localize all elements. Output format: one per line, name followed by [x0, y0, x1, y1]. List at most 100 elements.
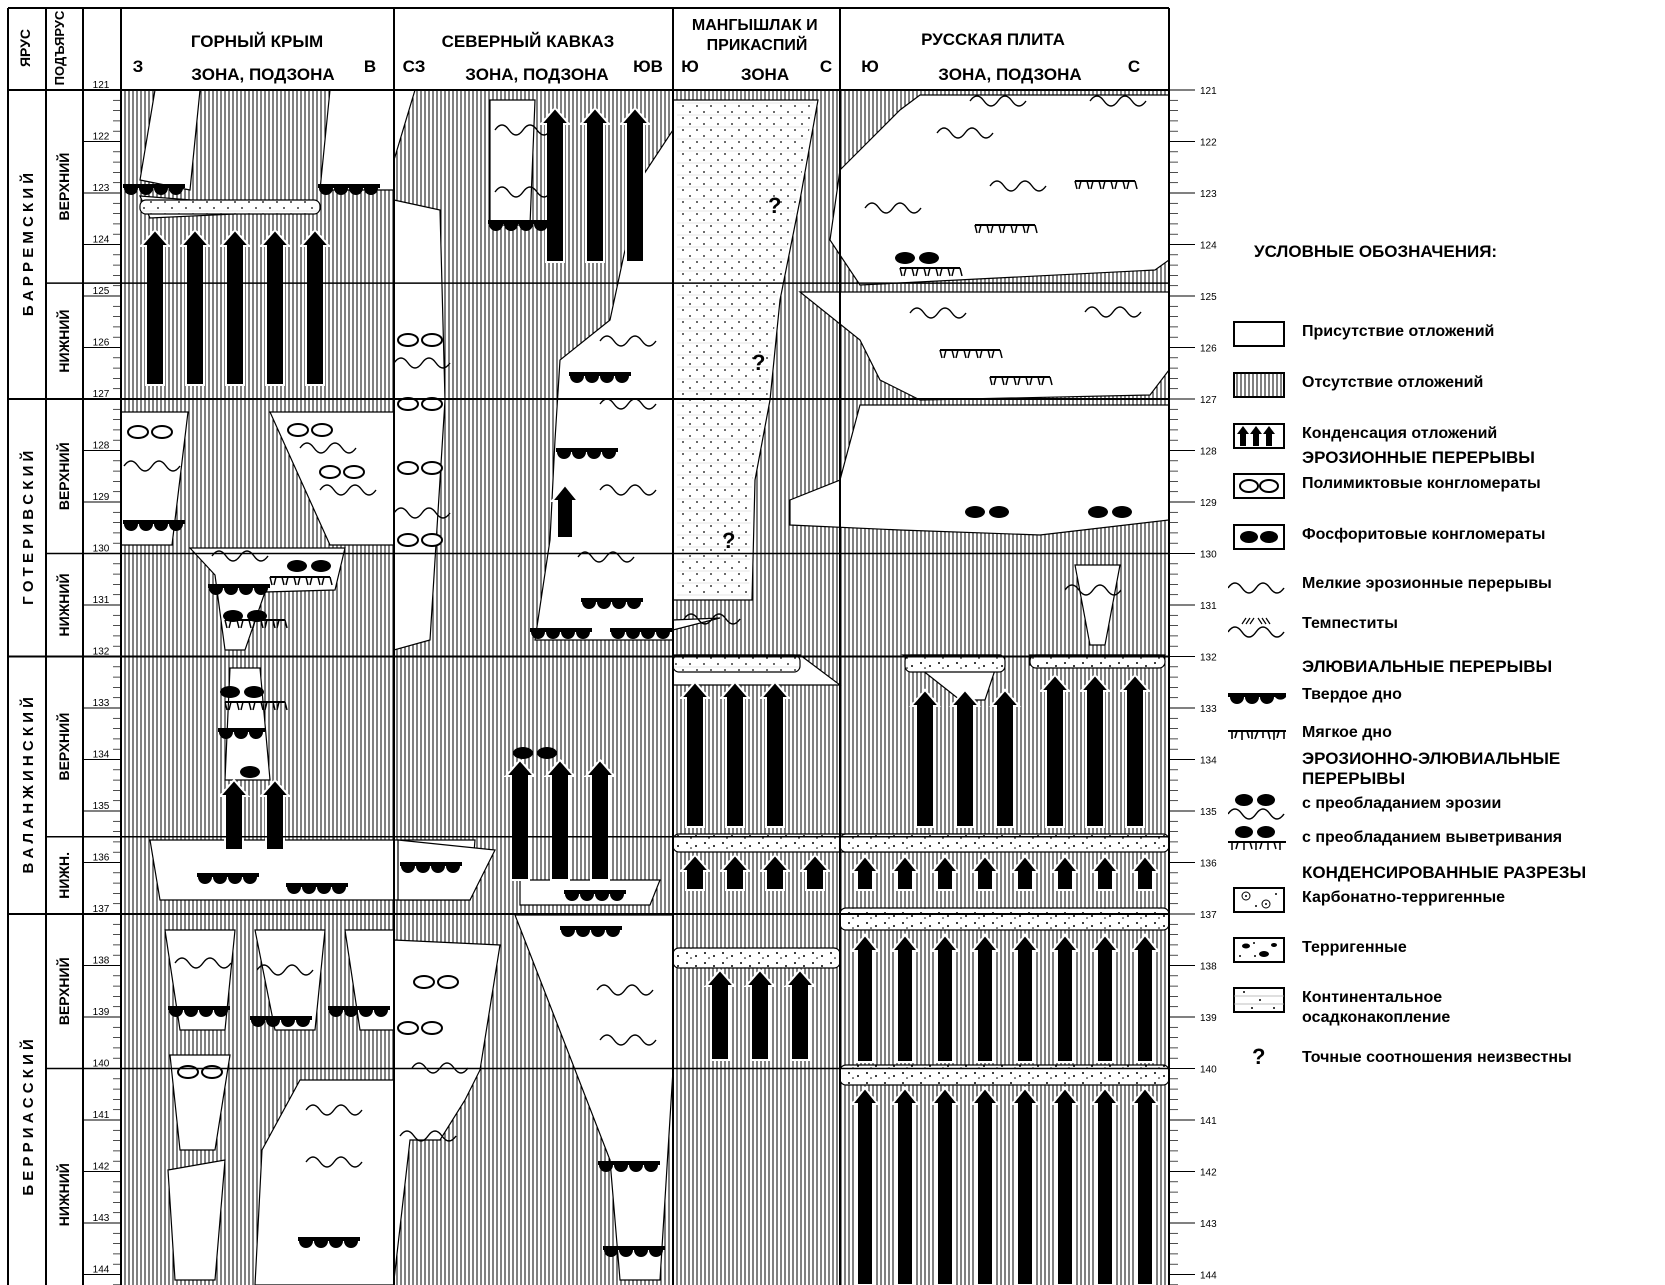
continental-fill [677, 102, 814, 596]
hardground-mark [585, 376, 599, 383]
hardground-mark [569, 372, 631, 376]
condensation-arrow [1049, 933, 1081, 1063]
phosphorite-conglomerate [220, 686, 240, 698]
stratigraphic-chart: 121 121 122 122 123 123 124 124 125 125 126 126 127 1… [7, 7, 1217, 1285]
hardground-mark [281, 1020, 295, 1027]
legend-presence-label: Присутствие отложений [1302, 323, 1495, 340]
hardground-mark [400, 862, 462, 866]
hardground-mark [254, 588, 268, 595]
softground-mark [284, 701, 288, 711]
softground-mark [947, 267, 951, 277]
hardground-mark [198, 877, 212, 884]
age-tick-label-right: 123 [1200, 189, 1217, 200]
hardground-mark [374, 1010, 388, 1017]
erosion-wave [864, 202, 922, 214]
hardground-mark [123, 520, 185, 524]
softground-mark [1049, 376, 1053, 386]
age-tick-label-right: 121 [1200, 86, 1217, 97]
phosphorite-conglomerate [965, 506, 985, 518]
hardground-mark [489, 224, 503, 231]
erosion-wave [494, 124, 552, 136]
softground-mark [1034, 224, 1038, 234]
phosphorite-conglomerate [1088, 506, 1108, 518]
softground-mark [1022, 224, 1026, 234]
hardground-mark [626, 632, 640, 639]
legend-erosion-heading: ЭРОЗИОННЫЕ ПЕРЕРЫВЫ [1302, 448, 1535, 467]
hardground-mark [334, 188, 348, 195]
question-mark-1: ? [768, 193, 781, 218]
hardground-mark [614, 1165, 628, 1172]
condensation-arrow [1089, 933, 1121, 1063]
deposit-body [164, 929, 236, 1031]
carbonate-terrigenous-icon [1233, 887, 1285, 913]
softground-mark [228, 701, 232, 711]
softground-mark [236, 619, 240, 629]
age-tick-label-left: 130 [93, 544, 110, 555]
condensation-arrow [503, 758, 537, 881]
condensation-arrows-icon [1233, 423, 1285, 449]
softground-mark [975, 349, 979, 359]
deposit-body [489, 99, 536, 226]
condensation-arrow [178, 228, 212, 386]
legend-phosphorite-label: Фосфоритовые конгломераты [1302, 526, 1546, 543]
erosion-wave [305, 1104, 363, 1116]
polymict-conglomerate [397, 1021, 419, 1035]
age-tick-label-right: 131 [1200, 601, 1217, 612]
hardground-mark [488, 220, 550, 224]
age-tick-label-left: 137 [93, 904, 110, 915]
hardground-mark [213, 877, 227, 884]
hardground-mark [612, 602, 626, 609]
legend-item-softground: Мягкое дно [1228, 719, 1658, 759]
age-tick-label-right: 143 [1200, 1219, 1217, 1230]
deposit-body [319, 89, 395, 191]
hardground-mark [344, 1241, 358, 1248]
age-tick-label-right: 135 [1200, 807, 1217, 818]
softground-mark [1134, 180, 1138, 190]
hardground-mark [600, 376, 614, 383]
softground-mark [264, 619, 268, 629]
condensation-arrow [988, 688, 1022, 828]
polymict-conglomerate [421, 461, 443, 475]
softground-mark [1041, 376, 1045, 386]
erosion-wave [393, 357, 451, 369]
softground-mark [915, 267, 919, 277]
softground-mark [305, 576, 309, 586]
weathering-dominant-icon [1228, 826, 1286, 850]
hardground-mark [332, 887, 346, 894]
age-tick-label-right: 129 [1200, 498, 1217, 509]
age-axes: 121 121 122 122 123 123 124 124 125 125 126 126 127 1… [83, 80, 1217, 1285]
softground-mark [260, 619, 264, 629]
softground-mark [935, 267, 939, 277]
softground-mark [959, 267, 963, 277]
erosion-wave [174, 957, 232, 969]
age-tick-label-left: 122 [93, 132, 110, 143]
condensation-arrow [1078, 673, 1112, 828]
region-mangyshlak-title-line2: ПРИКАСПИЙ [707, 35, 808, 54]
polymict-conglomerate [397, 461, 419, 475]
softground-mark [1098, 180, 1102, 190]
softground-mark [987, 349, 991, 359]
phosphorite-conglomerate [895, 252, 915, 264]
small-erosion-wave-icon [1228, 582, 1285, 594]
age-tick-label-right: 141 [1200, 1116, 1217, 1127]
softground-mark [989, 376, 993, 386]
substage-label: ВЕРХНИЙ [55, 153, 72, 221]
region-caucasus-se: ЮВ [633, 57, 663, 76]
region-russian-title: РУССКАЯ ПЛИТА [921, 30, 1065, 49]
legend-absence-label: Отсутствие отложений [1302, 374, 1484, 391]
deposit-body [254, 1079, 395, 1285]
age-tick-label-left: 142 [93, 1162, 110, 1173]
softground-mark [1005, 376, 1009, 386]
erosion-wave [299, 442, 357, 454]
softground-mark [293, 576, 297, 586]
condensation-arrow [929, 1086, 961, 1285]
hardground-mark [139, 188, 153, 195]
age-tick-label-right: 127 [1200, 395, 1217, 406]
deposit-body [397, 839, 496, 901]
hardground-mark [359, 1010, 373, 1017]
hardground-mark [169, 188, 183, 195]
hardground-mark [580, 894, 594, 901]
condensation-arrow [1009, 854, 1041, 891]
tempestite-icon [1228, 617, 1285, 638]
hardground-mark [228, 877, 242, 884]
